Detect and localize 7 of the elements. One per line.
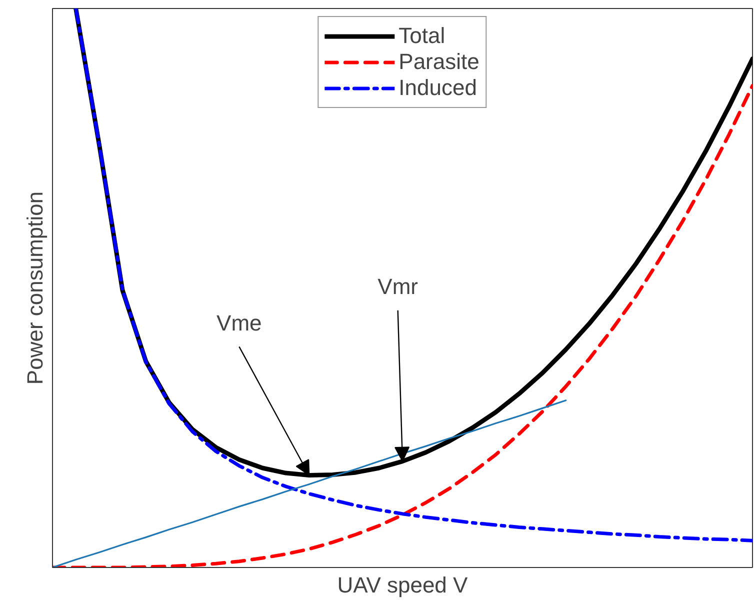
legend-label: Parasite <box>398 49 480 75</box>
legend-label: Total <box>398 23 446 49</box>
x-axis-title: UAV speed V <box>337 572 468 598</box>
y-axis-title: Power consumption <box>22 191 48 385</box>
annotation: Vme <box>216 310 262 336</box>
annotation: Vmr <box>378 274 418 300</box>
legend-label: Induced <box>398 75 477 101</box>
